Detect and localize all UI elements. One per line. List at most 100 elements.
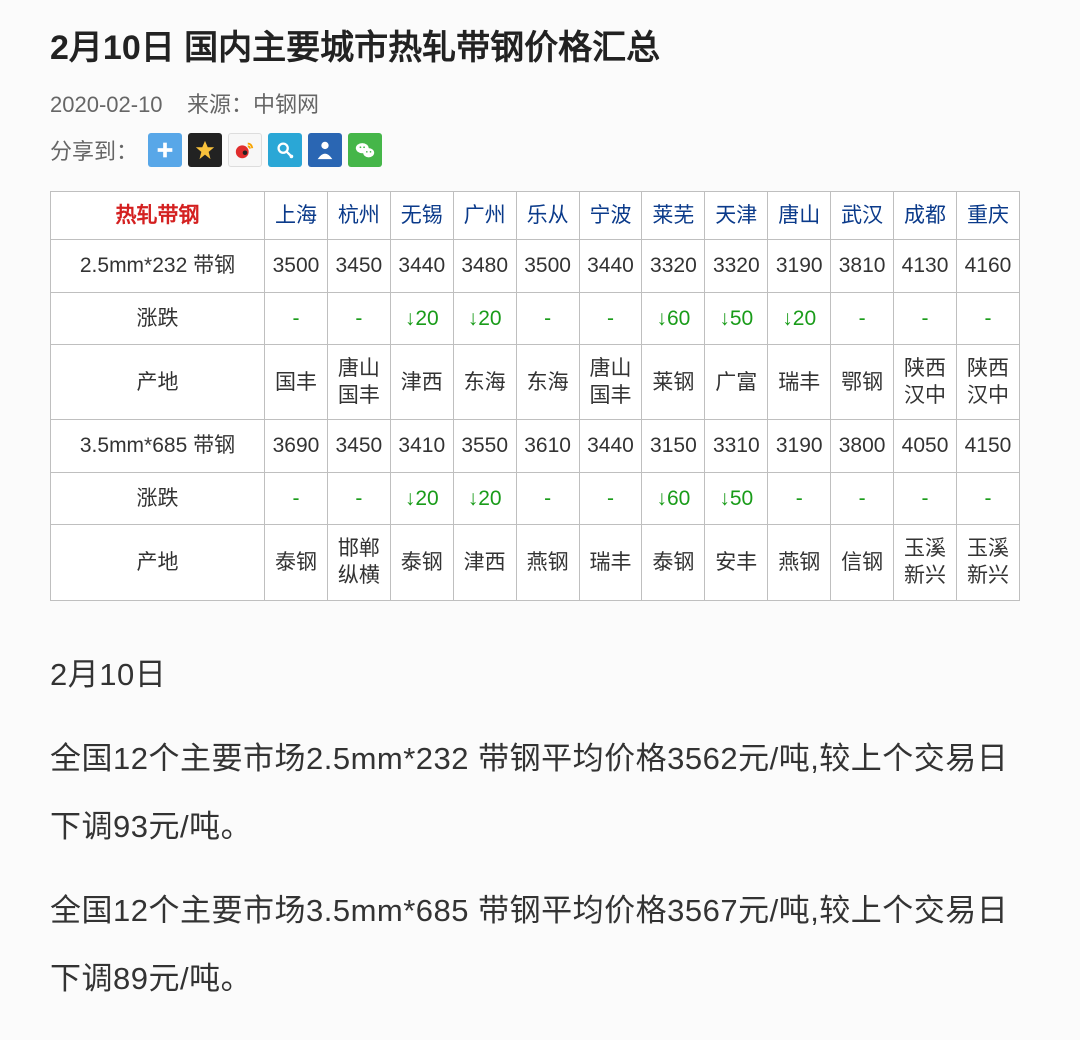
table-cell: - <box>894 292 957 344</box>
table-cell: 玉溪新兴 <box>956 525 1019 601</box>
table-cell: 瑞丰 <box>768 344 831 420</box>
table-cell: 3310 <box>705 420 768 472</box>
table-cell: 3190 <box>768 420 831 472</box>
table-cell: 3320 <box>705 240 768 292</box>
table-corner: 热轧带钢 <box>51 192 265 240</box>
table-cell: - <box>768 472 831 524</box>
table-row: 2.5mm*232 带钢3500345034403480350034403320… <box>51 240 1020 292</box>
price-table: 热轧带钢 上海杭州无锡广州乐从宁波莱芜天津唐山武汉成都重庆 2.5mm*232 … <box>50 191 1020 601</box>
share-tencent-icon[interactable] <box>268 133 302 167</box>
table-cell: 信钢 <box>831 525 894 601</box>
table-body: 2.5mm*232 带钢3500345034403480350034403320… <box>51 240 1020 600</box>
table-cell: 3410 <box>390 420 453 472</box>
table-cell: ↓60 <box>642 292 705 344</box>
table-cell: 安丰 <box>705 525 768 601</box>
table-cell: - <box>327 292 390 344</box>
city-header: 乐从 <box>516 192 579 240</box>
table-cell: 泰钢 <box>642 525 705 601</box>
table-cell: 瑞丰 <box>579 525 642 601</box>
table-cell: 陕西汉中 <box>956 344 1019 420</box>
share-label: 分享到： <box>50 134 138 166</box>
body-paragraph-1: 全国12个主要市场2.5mm*232 带钢平均价格3562元/吨,较上个交易日下… <box>50 725 1030 861</box>
table-cell: 玉溪新兴 <box>894 525 957 601</box>
table-header-row: 热轧带钢 上海杭州无锡广州乐从宁波莱芜天津唐山武汉成都重庆 <box>51 192 1020 240</box>
row-label: 产地 <box>51 344 265 420</box>
table-cell: 鄂钢 <box>831 344 894 420</box>
share-wechat-icon[interactable] <box>348 133 382 167</box>
table-cell: ↓20 <box>390 292 453 344</box>
table-cell: 3150 <box>642 420 705 472</box>
row-label: 涨跌 <box>51 292 265 344</box>
share-qzone-icon[interactable] <box>188 133 222 167</box>
share-plus-icon[interactable] <box>148 133 182 167</box>
table-cell: 3440 <box>579 240 642 292</box>
city-header: 宁波 <box>579 192 642 240</box>
meta-source-label: 来源： <box>187 92 253 117</box>
city-header: 重庆 <box>956 192 1019 240</box>
table-cell: 燕钢 <box>768 525 831 601</box>
meta-line: 2020-02-10 来源：中钢网 <box>50 87 1030 119</box>
table-row: 产地国丰唐山国丰津西东海东海唐山国丰莱钢广富瑞丰鄂钢陕西汉中陕西汉中 <box>51 344 1020 420</box>
table-cell: ↓60 <box>642 472 705 524</box>
meta-source: 中钢网 <box>253 92 319 117</box>
table-row: 涨跌--↓20↓20--↓60↓50↓20--- <box>51 292 1020 344</box>
table-cell: 东海 <box>453 344 516 420</box>
table-cell: 4150 <box>956 420 1019 472</box>
table-cell: - <box>579 292 642 344</box>
table-cell: - <box>831 292 894 344</box>
table-cell: 津西 <box>390 344 453 420</box>
city-header: 上海 <box>265 192 328 240</box>
table-cell: 唐山国丰 <box>327 344 390 420</box>
table-row: 涨跌--↓20↓20--↓60↓50---- <box>51 472 1020 524</box>
body-date: 2月10日 <box>50 641 1030 709</box>
table-cell: 国丰 <box>265 344 328 420</box>
table-row: 产地泰钢邯郸纵横泰钢津西燕钢瑞丰泰钢安丰燕钢信钢玉溪新兴玉溪新兴 <box>51 525 1020 601</box>
table-cell: - <box>265 472 328 524</box>
table-cell: ↓20 <box>453 292 516 344</box>
table-row: 3.5mm*685 带钢3690345034103550361034403150… <box>51 420 1020 472</box>
row-label: 涨跌 <box>51 472 265 524</box>
table-cell: - <box>894 472 957 524</box>
table-cell: ↓20 <box>768 292 831 344</box>
table-cell: 3800 <box>831 420 894 472</box>
share-renren-icon[interactable] <box>308 133 342 167</box>
table-cell: 3480 <box>453 240 516 292</box>
table-cell: 3440 <box>390 240 453 292</box>
table-cell: 3500 <box>516 240 579 292</box>
table-cell: ↓50 <box>705 472 768 524</box>
table-cell: 莱钢 <box>642 344 705 420</box>
table-cell: 3450 <box>327 240 390 292</box>
meta-date: 2020-02-10 <box>50 92 163 117</box>
row-label: 2.5mm*232 带钢 <box>51 240 265 292</box>
table-cell: 燕钢 <box>516 525 579 601</box>
table-cell: - <box>516 472 579 524</box>
city-header: 无锡 <box>390 192 453 240</box>
table-cell: - <box>956 472 1019 524</box>
table-cell: 泰钢 <box>390 525 453 601</box>
table-cell: 东海 <box>516 344 579 420</box>
table-cell: 3320 <box>642 240 705 292</box>
table-cell: 邯郸纵横 <box>327 525 390 601</box>
table-cell: 广富 <box>705 344 768 420</box>
row-label: 产地 <box>51 525 265 601</box>
row-label: 3.5mm*685 带钢 <box>51 420 265 472</box>
table-cell: - <box>265 292 328 344</box>
table-cell: 泰钢 <box>265 525 328 601</box>
table-cell: ↓20 <box>453 472 516 524</box>
table-cell: 津西 <box>453 525 516 601</box>
table-cell: - <box>516 292 579 344</box>
table-cell: 3440 <box>579 420 642 472</box>
table-cell: 3500 <box>265 240 328 292</box>
table-cell: 唐山国丰 <box>579 344 642 420</box>
body-paragraph-2: 全国12个主要市场3.5mm*685 带钢平均价格3567元/吨,较上个交易日下… <box>50 877 1030 1013</box>
city-header: 莱芜 <box>642 192 705 240</box>
share-row: 分享到： <box>50 133 1030 167</box>
table-cell: - <box>327 472 390 524</box>
table-cell: 3450 <box>327 420 390 472</box>
share-weibo-icon[interactable] <box>228 133 262 167</box>
city-header: 杭州 <box>327 192 390 240</box>
city-header: 广州 <box>453 192 516 240</box>
city-header: 成都 <box>894 192 957 240</box>
table-cell: 4160 <box>956 240 1019 292</box>
table-cell: 3550 <box>453 420 516 472</box>
